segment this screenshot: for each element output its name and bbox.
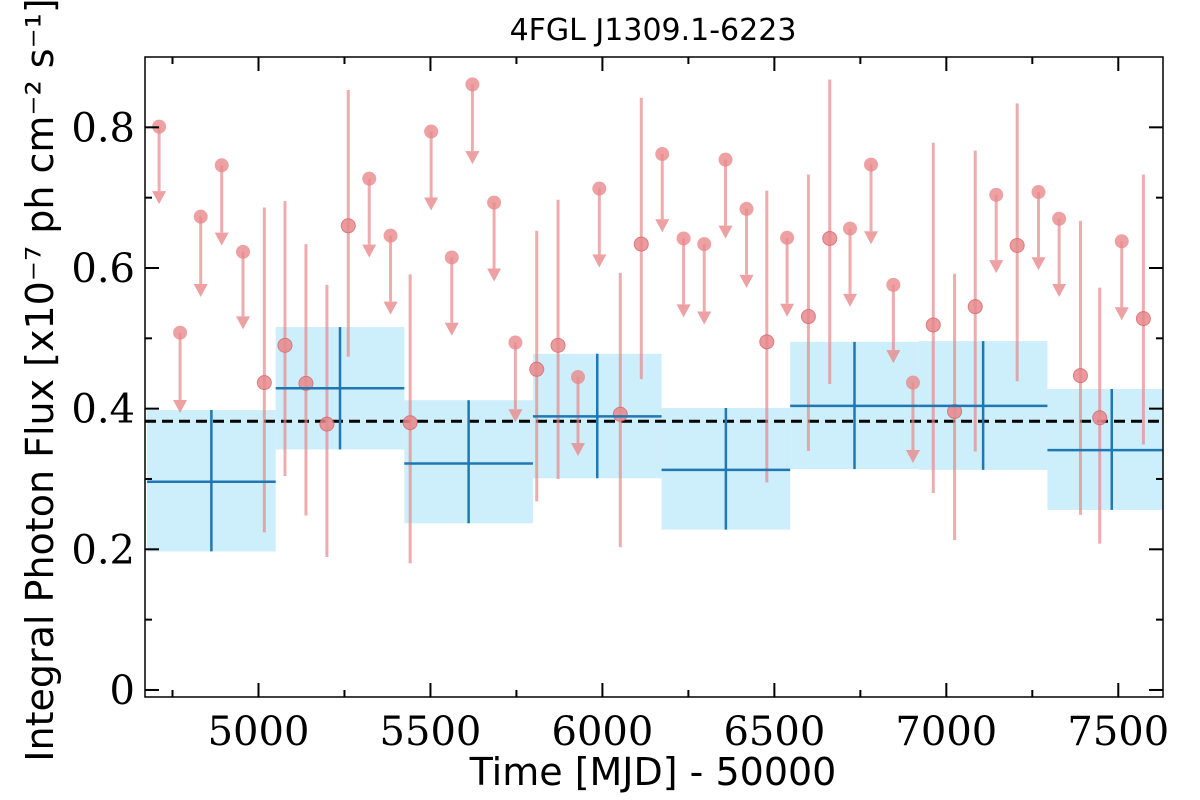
x-axis-label: Time [MJD] - 50000 — [469, 750, 837, 794]
upper-limit-arrow — [236, 316, 251, 330]
x-tick-label: 6000 — [552, 709, 654, 755]
upper-limit-arrow — [508, 409, 523, 423]
upper-limit-point — [697, 237, 712, 252]
upper-limit-point — [655, 147, 670, 162]
upper-limit-arrow — [886, 350, 901, 364]
y-axis-label: Integral Photon Flux [x10⁻⁷ ph cm⁻² s⁻¹] — [18, 0, 62, 762]
upper-limit-arrow — [655, 219, 670, 233]
upper-limit-point — [424, 124, 439, 139]
upper-limit-point — [152, 119, 167, 134]
upper-limit-arrow — [1114, 307, 1129, 321]
short-bin-point — [1092, 410, 1108, 426]
short-bin-point — [925, 317, 941, 333]
upper-limit-point — [236, 244, 251, 259]
short-bin-point — [298, 375, 314, 391]
short-bin-point — [1072, 368, 1088, 384]
short-bin-point — [967, 299, 983, 315]
x-tick-labels: 5000 5500 6000 6500 7000 7500 — [208, 709, 1170, 755]
x-tick-label: 7500 — [1067, 709, 1169, 755]
upper-limit-arrow — [214, 232, 229, 246]
upper-limit-point — [362, 171, 377, 186]
short-bin-point — [256, 375, 272, 391]
upper-limit-arrow — [905, 449, 920, 463]
upper-limit-arrow — [424, 197, 439, 211]
y-tick-label: 0.6 — [71, 246, 135, 292]
x-tick-label: 5500 — [380, 709, 482, 755]
upper-limit-point — [592, 181, 607, 196]
axis-ticks — [145, 57, 1163, 697]
short-bin-point — [319, 416, 335, 432]
upper-limit-point — [843, 221, 858, 236]
long-bin-bands — [147, 327, 1163, 552]
upper-limit-arrow — [1031, 257, 1046, 271]
y-tick-label: 0.4 — [71, 387, 135, 433]
short-bin-points — [152, 77, 1151, 564]
upper-limit-arrow — [676, 304, 691, 318]
short-bin-point — [822, 230, 838, 246]
upper-limit-arrow — [383, 301, 398, 315]
short-bin-point — [612, 406, 628, 422]
short-bin-point — [550, 337, 566, 353]
chart-title: 4FGL J1309.1-6223 — [510, 13, 797, 48]
short-bin-point — [277, 337, 293, 353]
plot-frame — [144, 56, 1164, 698]
upper-limit-point — [487, 195, 502, 210]
upper-limit-arrow — [487, 268, 502, 282]
x-tick-label: 5000 — [208, 709, 310, 755]
upper-limit-point — [739, 201, 754, 216]
upper-limit-point — [444, 250, 459, 265]
upper-limit-arrow — [780, 303, 795, 317]
upper-limit-point — [570, 370, 585, 384]
upper-limit-arrow — [570, 442, 585, 456]
plot-area — [145, 77, 1163, 564]
x-tick-label: 7000 — [895, 709, 997, 755]
upper-limit-arrow — [465, 151, 480, 165]
upper-limit-arrow — [193, 284, 208, 298]
upper-limit-point — [989, 187, 1004, 202]
upper-limit-arrow — [864, 231, 879, 245]
short-bin-point — [800, 309, 816, 325]
short-bin-point — [340, 218, 356, 234]
upper-limit-point — [1031, 185, 1046, 200]
upper-limit-point — [508, 335, 523, 350]
short-bin-point — [947, 403, 963, 419]
short-bin-point — [1135, 311, 1151, 327]
x-tick-label: 6500 — [723, 709, 825, 755]
y-tick-label: 0.8 — [71, 105, 135, 151]
upper-limit-arrow — [444, 322, 459, 336]
upper-limit-arrow — [173, 400, 188, 414]
upper-limit-arrow — [592, 254, 607, 268]
upper-limit-point — [383, 228, 398, 243]
upper-limit-point — [780, 230, 795, 245]
y-tick-label: 0.2 — [71, 527, 135, 573]
upper-limit-point — [864, 157, 879, 172]
y-tick-labels: 0 0.2 0.4 0.6 0.8 — [71, 105, 135, 714]
short-bin-point — [633, 236, 649, 252]
upper-limit-point — [1114, 234, 1129, 249]
short-bin-point — [1009, 237, 1025, 253]
upper-limit-point — [214, 158, 229, 173]
upper-limit-arrow — [362, 244, 377, 258]
upper-limit-point — [718, 152, 733, 167]
upper-limit-point — [905, 375, 920, 390]
upper-limit-arrow — [739, 274, 754, 288]
long-bin-points — [147, 327, 1163, 552]
upper-limit-point — [676, 231, 691, 246]
upper-limit-arrow — [718, 225, 733, 239]
upper-limit-point — [886, 277, 901, 292]
upper-limit-arrow — [697, 311, 712, 325]
upper-limit-arrow — [843, 293, 858, 307]
upper-limit-arrow — [989, 260, 1004, 274]
y-tick-label: 0 — [110, 668, 135, 714]
upper-limit-point — [193, 209, 208, 224]
upper-limit-point — [1052, 211, 1067, 226]
short-bin-point — [402, 415, 418, 431]
short-bin-point — [529, 361, 545, 377]
upper-limit-arrow — [1052, 284, 1067, 298]
upper-limit-point — [465, 77, 480, 92]
upper-limit-arrow — [152, 191, 167, 205]
upper-limit-point — [173, 325, 188, 340]
short-bin-point — [759, 334, 775, 350]
